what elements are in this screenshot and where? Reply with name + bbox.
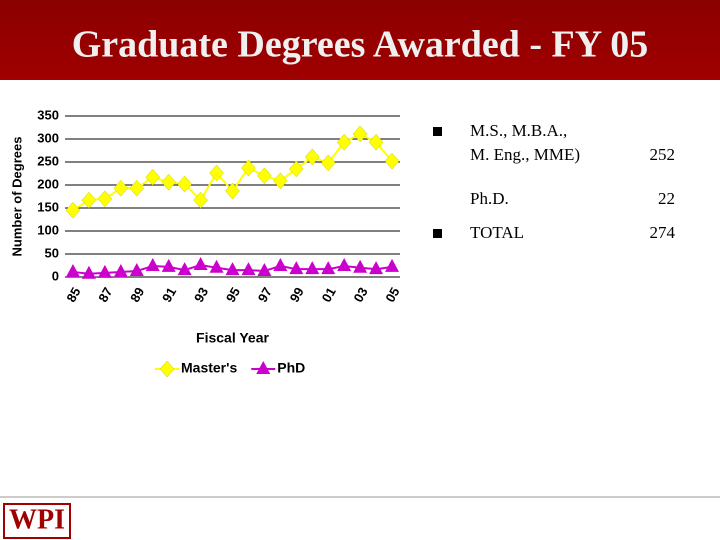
data-point <box>273 257 288 271</box>
data-point <box>225 262 240 276</box>
data-point <box>337 257 352 271</box>
data-point <box>193 191 208 209</box>
data-point <box>225 182 240 200</box>
x-tick-label: 03 <box>350 285 370 305</box>
row-value: 22 <box>658 189 675 208</box>
data-point <box>81 265 96 279</box>
x-tick-label: 85 <box>63 285 83 305</box>
y-axis-label: Number of Degrees <box>9 137 24 257</box>
x-tick-label: 05 <box>382 285 402 305</box>
data-point <box>65 201 81 219</box>
legend-label: Master's <box>181 360 237 376</box>
logo: WPI <box>9 504 65 535</box>
data-point <box>257 263 272 277</box>
data-point <box>209 164 224 182</box>
data-point <box>368 133 384 151</box>
y-tick-label: 100 <box>37 222 59 237</box>
data-point <box>321 261 336 275</box>
bullet <box>433 127 442 136</box>
y-tick-label: 200 <box>37 176 59 191</box>
x-tick-label: 97 <box>255 285 275 305</box>
data-point <box>209 259 224 273</box>
x-tick-label: 93 <box>191 285 211 305</box>
data-point <box>305 261 320 275</box>
data-point <box>336 133 352 151</box>
x-tick-label: 95 <box>223 285 243 305</box>
data-point <box>385 258 400 272</box>
data-point <box>97 264 112 278</box>
data-point <box>257 167 272 185</box>
data-point <box>113 263 128 277</box>
data-point <box>113 179 129 197</box>
x-tick-label: 87 <box>95 285 115 305</box>
data-point <box>65 263 80 277</box>
data-point <box>304 148 320 166</box>
data-point <box>177 262 192 276</box>
y-tick-label: 50 <box>45 245 59 260</box>
data-point <box>384 152 400 170</box>
data-point <box>81 191 97 209</box>
data-point <box>289 261 304 275</box>
data-point <box>129 263 144 277</box>
logo-box <box>3 503 71 539</box>
data-point <box>288 160 304 178</box>
x-tick-label: 89 <box>127 285 147 305</box>
x-tick-label: 99 <box>287 285 307 305</box>
y-tick-label: 0 <box>52 268 59 283</box>
row-label: M. Eng., MME) <box>470 145 580 164</box>
data-point <box>369 261 384 275</box>
data-point <box>161 258 176 272</box>
data-point <box>129 179 145 197</box>
row-value: 252 <box>650 145 676 164</box>
x-tick-label: 91 <box>159 285 179 305</box>
data-point <box>241 262 256 276</box>
data-point <box>273 172 288 190</box>
y-tick-label: 250 <box>37 153 59 168</box>
data-point <box>145 168 161 186</box>
legend-marker <box>159 360 175 378</box>
x-axis-label: Fiscal Year <box>196 330 269 346</box>
data-point <box>161 173 177 191</box>
legend-marker <box>256 361 271 374</box>
data-point <box>241 159 256 177</box>
header-band <box>0 0 720 80</box>
row-label: Ph.D. <box>470 189 509 208</box>
row-label: M.S., M.B.A., <box>470 121 567 140</box>
y-tick-label: 300 <box>37 130 59 145</box>
data-point <box>352 125 368 143</box>
row-label: TOTAL <box>470 223 524 242</box>
data-point <box>97 190 113 208</box>
legend-label: PhD <box>277 360 305 376</box>
data-point <box>353 259 368 273</box>
y-tick-label: 350 <box>37 107 59 122</box>
row-value: 274 <box>650 223 676 242</box>
bullet <box>433 229 442 238</box>
data-point <box>177 175 192 193</box>
data-point <box>320 154 336 172</box>
x-tick-label: 01 <box>319 285 339 305</box>
y-tick-label: 150 <box>37 199 59 214</box>
slide-title: Graduate Degrees Awarded - FY 05 <box>72 24 649 66</box>
data-point <box>145 257 160 271</box>
data-point <box>193 257 208 271</box>
